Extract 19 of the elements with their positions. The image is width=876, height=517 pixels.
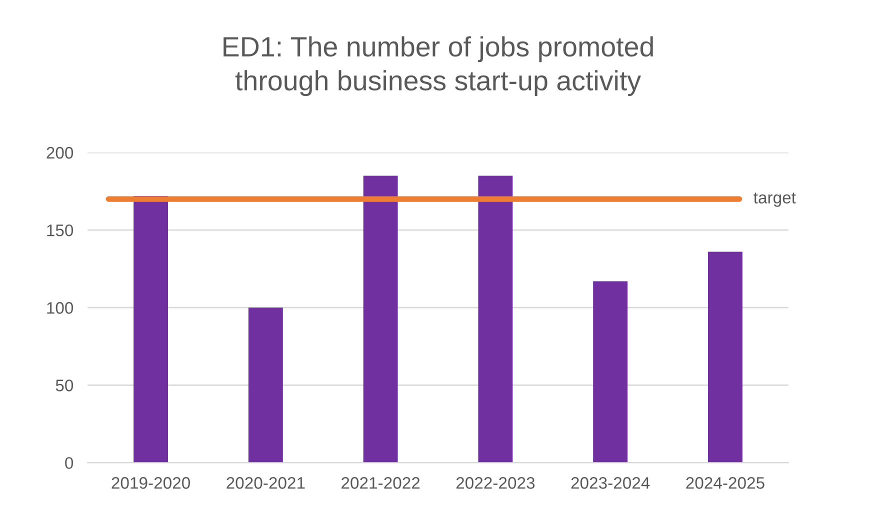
chart-title: ED1: The number of jobs promoted through business start-up activity [224, 36, 653, 96]
bar [134, 196, 168, 463]
bar [593, 281, 628, 463]
y-tick-label: 100 [47, 302, 74, 314]
x-tick-label: 2023-2024 [571, 477, 650, 489]
x-tick-label: 2024-2025 [686, 477, 764, 489]
bar [708, 252, 742, 463]
x-tick-label: 2019-2020 [112, 477, 190, 489]
y-tick-label: 150 [47, 224, 74, 236]
y-tick-label: 0 [65, 457, 74, 469]
x-tick-label: 2022-2023 [456, 477, 535, 489]
ref-line-label: target [754, 192, 796, 207]
y-tick-label: 200 [46, 146, 74, 159]
x-tick-label: 2021-2022 [342, 477, 420, 489]
bar [363, 176, 398, 463]
bar [248, 308, 283, 463]
bar [478, 176, 513, 463]
y-tick-label: 50 [56, 380, 74, 392]
x-tick-label: 2020-2021 [226, 477, 305, 489]
